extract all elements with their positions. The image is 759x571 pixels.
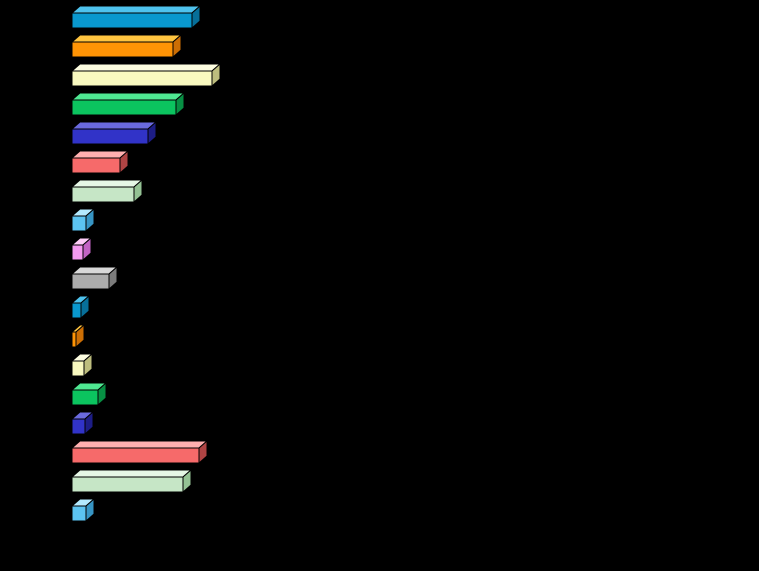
- bar-7-top-face: [70, 179, 144, 188]
- bar-3: [70, 62, 222, 88]
- bar-3-front-face: [71, 70, 213, 87]
- bar-1: [70, 4, 202, 30]
- bar-12: [70, 323, 86, 349]
- bar-11: [70, 294, 91, 320]
- bar-18: [70, 497, 96, 523]
- bar-14-front-face: [71, 389, 99, 406]
- bar-6-front-face: [71, 157, 121, 174]
- bar-15-front-face: [71, 418, 86, 435]
- bar-17-front-face: [71, 476, 184, 493]
- bar-17: [70, 468, 193, 494]
- bar-7-front-face: [71, 186, 135, 203]
- bar-7: [70, 178, 144, 204]
- bar-4-front-face: [71, 99, 177, 116]
- bar-16-front-face: [71, 447, 200, 464]
- bar-6-top-face: [70, 150, 130, 159]
- bar-5-front-face: [71, 128, 149, 145]
- bar-13-front-face: [71, 360, 85, 377]
- bar-4: [70, 91, 186, 117]
- bar-10: [70, 265, 119, 291]
- bar-8-front-face: [71, 215, 87, 232]
- bar-1-top-face: [70, 5, 202, 14]
- bar-5: [70, 120, 158, 146]
- bar-18-front-face: [71, 505, 87, 522]
- bar-9-front-face: [71, 244, 84, 261]
- bar-14: [70, 381, 108, 407]
- bar-11-front-face: [71, 302, 82, 319]
- bar-12-front-face: [71, 331, 77, 348]
- bar-5-top-face: [70, 121, 158, 130]
- bar-17-top-face: [70, 469, 193, 478]
- bar-10-front-face: [71, 273, 110, 290]
- bar-2-top-face: [70, 34, 183, 43]
- bar-16-top-face: [70, 440, 209, 449]
- bar-16: [70, 439, 209, 465]
- bar-1-front-face: [71, 12, 193, 29]
- bar-3-top-face: [70, 63, 222, 72]
- bar-2-front-face: [71, 41, 174, 58]
- bar-8: [70, 207, 96, 233]
- bar-4-top-face: [70, 92, 186, 101]
- bar-13: [70, 352, 94, 378]
- bar-9: [70, 236, 93, 262]
- bar-15: [70, 410, 95, 436]
- bar-2: [70, 33, 183, 59]
- bar-6: [70, 149, 130, 175]
